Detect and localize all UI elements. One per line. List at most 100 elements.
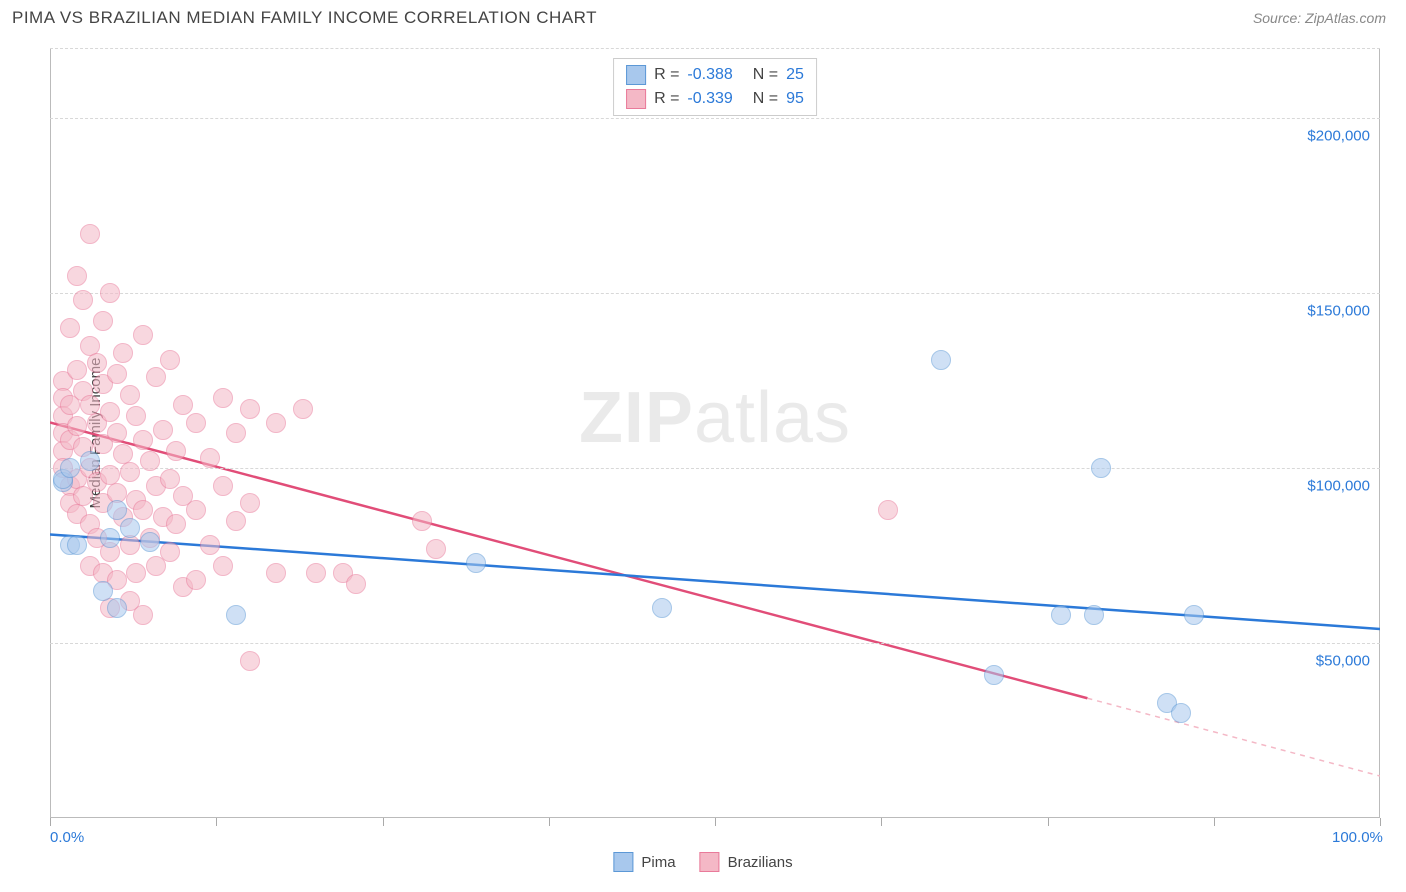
gridline	[50, 643, 1380, 644]
y-tick-label: $100,000	[1307, 478, 1370, 495]
data-point	[107, 364, 127, 384]
data-point	[107, 423, 127, 443]
data-point	[133, 325, 153, 345]
data-point	[226, 423, 246, 443]
data-point	[87, 353, 107, 373]
x-tick-label: 0.0%	[50, 829, 84, 846]
x-tick	[1048, 818, 1049, 826]
stats-legend: R =-0.388N =25R =-0.339N =95	[613, 58, 817, 116]
r-value: -0.339	[687, 90, 732, 108]
trendline-dashed	[1087, 698, 1380, 776]
data-point	[466, 553, 486, 573]
data-point	[60, 318, 80, 338]
chart-title: PIMA VS BRAZILIAN MEDIAN FAMILY INCOME C…	[12, 8, 597, 28]
data-point	[240, 399, 260, 419]
data-point	[1084, 605, 1104, 625]
data-point	[186, 500, 206, 520]
data-point	[186, 413, 206, 433]
data-point	[213, 476, 233, 496]
y-tick-label: $200,000	[1307, 128, 1370, 145]
x-tick	[1380, 818, 1381, 826]
data-point	[226, 511, 246, 531]
legend-swatch	[626, 89, 646, 109]
r-label: R =	[654, 90, 679, 108]
data-point	[80, 224, 100, 244]
data-point	[213, 556, 233, 576]
x-tick	[383, 818, 384, 826]
gridline	[50, 48, 1380, 49]
legend-label: Brazilians	[728, 854, 793, 871]
data-point	[67, 535, 87, 555]
data-point	[412, 511, 432, 531]
x-tick-label: 100.0%	[1332, 829, 1383, 846]
data-point	[200, 535, 220, 555]
data-point	[266, 413, 286, 433]
data-point	[120, 535, 140, 555]
data-point	[113, 343, 133, 363]
data-point	[107, 500, 127, 520]
data-point	[67, 266, 87, 286]
data-point	[126, 563, 146, 583]
data-point	[120, 518, 140, 538]
gridline	[50, 468, 1380, 469]
x-tick	[549, 818, 550, 826]
data-point	[93, 581, 113, 601]
y-axis-line	[50, 48, 51, 818]
y-tick-label: $150,000	[1307, 303, 1370, 320]
data-point	[1051, 605, 1071, 625]
data-point	[153, 420, 173, 440]
legend-swatch	[700, 852, 720, 872]
data-point	[931, 350, 951, 370]
data-point	[1171, 703, 1191, 723]
legend-swatch	[626, 65, 646, 85]
stats-legend-row: R = -0.388 N = 25	[626, 63, 804, 87]
data-point	[120, 385, 140, 405]
data-point	[100, 528, 120, 548]
data-point	[100, 402, 120, 422]
data-point	[652, 598, 672, 618]
y-axis-line-right	[1379, 48, 1380, 818]
data-point	[146, 367, 166, 387]
data-point	[266, 563, 286, 583]
data-point	[426, 539, 446, 559]
x-tick	[881, 818, 882, 826]
data-point	[166, 514, 186, 534]
data-point	[126, 406, 146, 426]
data-point	[878, 500, 898, 520]
data-point	[166, 441, 186, 461]
data-point	[140, 532, 160, 552]
data-point	[67, 360, 87, 380]
n-label: N =	[753, 66, 778, 84]
data-point	[140, 451, 160, 471]
data-point	[293, 399, 313, 419]
data-point	[173, 395, 193, 415]
data-point	[133, 605, 153, 625]
series-legend: Pima Brazilians	[613, 852, 792, 872]
n-label: N =	[753, 90, 778, 108]
n-value: 25	[786, 66, 804, 84]
data-point	[133, 500, 153, 520]
r-label: R =	[654, 66, 679, 84]
data-point	[160, 350, 180, 370]
legend-swatch	[613, 852, 633, 872]
data-point	[60, 458, 80, 478]
chart-area: Median Family Income $50,000$100,000$150…	[50, 48, 1380, 818]
gridline	[50, 118, 1380, 119]
x-tick	[715, 818, 716, 826]
data-point	[1091, 458, 1111, 478]
data-point	[186, 570, 206, 590]
legend-item: Pima	[613, 852, 675, 872]
data-point	[1184, 605, 1204, 625]
data-point	[107, 598, 127, 618]
data-point	[133, 430, 153, 450]
data-point	[67, 416, 87, 436]
data-point	[73, 290, 93, 310]
data-point	[160, 469, 180, 489]
legend-item: Brazilians	[700, 852, 793, 872]
r-value: -0.388	[687, 66, 732, 84]
scatter-plot: $50,000$100,000$150,000$200,0000.0%100.0…	[50, 48, 1380, 818]
x-tick	[50, 818, 51, 826]
gridline	[50, 293, 1380, 294]
data-point	[240, 493, 260, 513]
x-tick	[1214, 818, 1215, 826]
